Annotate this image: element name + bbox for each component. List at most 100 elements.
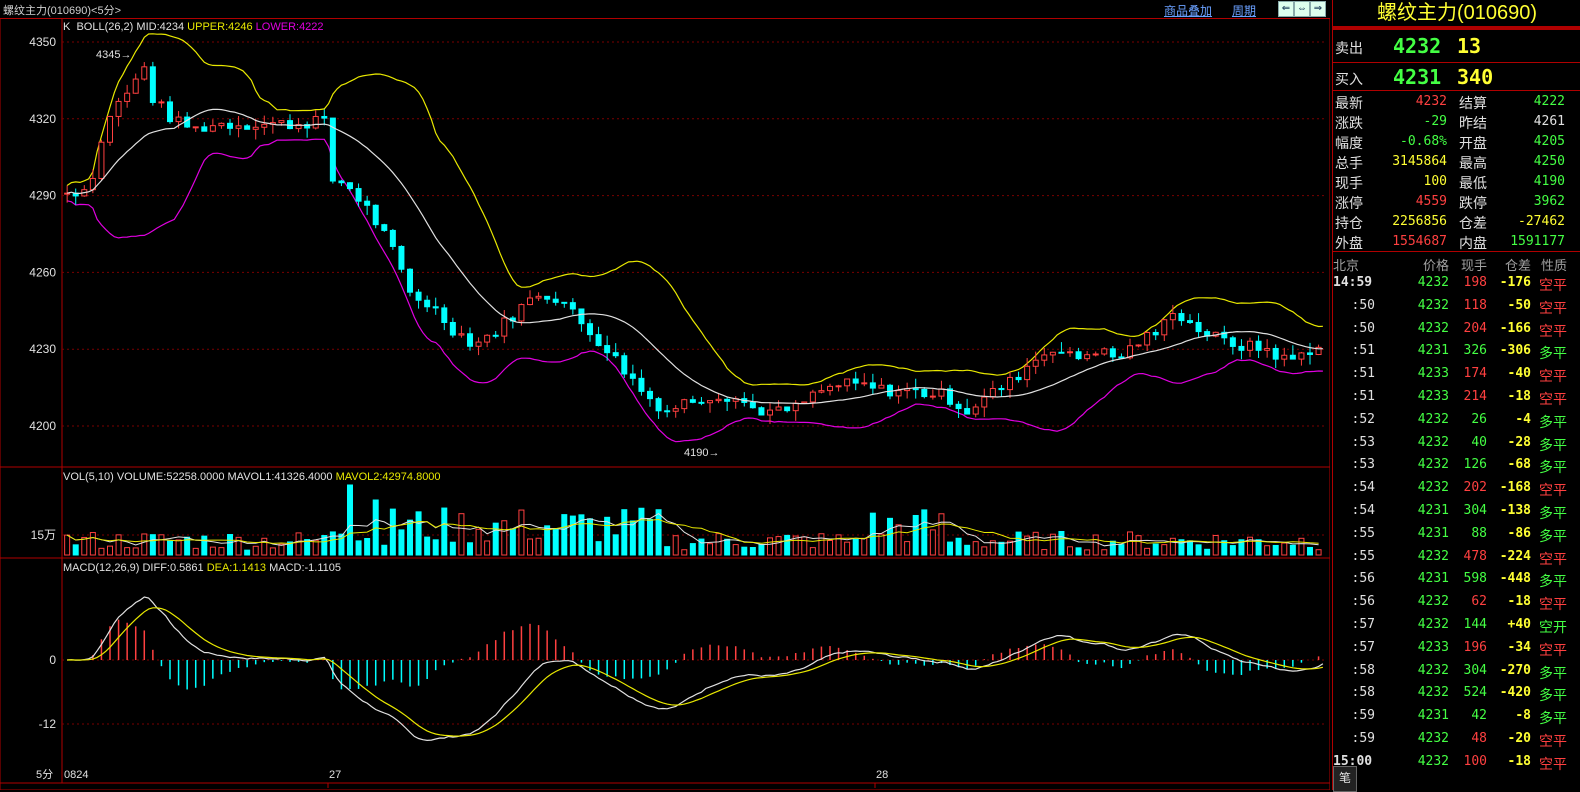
tick-price: 4232 xyxy=(1417,320,1449,336)
nav-right-icon[interactable]: ⇒ xyxy=(1310,1,1326,17)
volume-bar xyxy=(269,547,276,556)
candle-body xyxy=(1144,331,1151,346)
volume-bar xyxy=(89,532,96,556)
volume-bar xyxy=(681,549,688,556)
volume-bar xyxy=(904,541,911,556)
tick-qty: 48 xyxy=(1471,731,1487,746)
tick-delta: -166 xyxy=(1499,320,1531,336)
stat-label: 仓差 xyxy=(1459,215,1487,231)
tick-nature: 多平 xyxy=(1539,573,1567,590)
tick-time: 15:00 xyxy=(1333,753,1373,769)
tick-time: :56 xyxy=(1351,594,1375,610)
volume-bar xyxy=(784,534,791,556)
tick-nature: 多平 xyxy=(1539,687,1567,704)
candle-body xyxy=(1221,331,1228,339)
tick-qty: 174 xyxy=(1463,366,1487,382)
stat-row: 持仓 2256856 仓差 -27462 xyxy=(1333,212,1580,232)
candle-body xyxy=(1169,313,1176,321)
candle-body xyxy=(209,125,216,132)
volume-bar xyxy=(227,534,233,556)
volume-bar xyxy=(664,546,671,556)
volume-bar xyxy=(115,534,122,556)
volume-bar xyxy=(321,535,328,556)
candle-body xyxy=(1015,376,1022,381)
dea-line xyxy=(67,607,1324,737)
candle-body xyxy=(1058,351,1065,354)
price-tick: 4260 xyxy=(29,265,56,279)
period-link[interactable]: 周期 xyxy=(1232,4,1257,18)
volume-bar xyxy=(244,549,251,556)
tick-nature: 空平 xyxy=(1539,641,1567,658)
buy-qty: 340 xyxy=(1457,65,1494,89)
tick-nature: 空平 xyxy=(1539,755,1567,772)
candle-body xyxy=(938,388,945,397)
volume-bar xyxy=(1281,542,1288,556)
candle-body xyxy=(252,126,259,130)
candle-body xyxy=(784,406,791,412)
volume-bar xyxy=(475,528,482,556)
tick-time: :55 xyxy=(1351,525,1375,541)
chart-area[interactable]: 4350 4320 4290 4260 4230 4200 4345→ 4190→ 15万 0 -1… xyxy=(0,18,1330,790)
nav-left-icon[interactable]: ⇐ xyxy=(1278,1,1294,17)
volume-bar xyxy=(1015,531,1022,556)
overlay-link[interactable]: 商品叠加 xyxy=(1164,4,1213,18)
tick-qty: 524 xyxy=(1463,685,1487,701)
candle-body xyxy=(149,66,156,103)
boll-upper-line xyxy=(66,33,1323,386)
volume-bar xyxy=(647,518,653,556)
tick-price: 4232 xyxy=(1417,594,1449,610)
tick-delta: +40 xyxy=(1507,617,1531,632)
volume-bar xyxy=(698,538,705,556)
diff-line xyxy=(67,596,1324,742)
candle-body xyxy=(852,378,859,384)
nav-both-icon[interactable]: ⇔ xyxy=(1294,1,1310,17)
tick-row: :56 4231 598 -448 多平 xyxy=(1333,571,1580,594)
volume-bar xyxy=(741,546,748,556)
tick-delta: -18 xyxy=(1507,389,1531,404)
candle-body xyxy=(227,122,233,129)
stat-value: 4250 xyxy=(1533,154,1565,169)
stat-row: 现手 100 最低 4190 xyxy=(1333,172,1580,192)
candle-body xyxy=(955,403,962,410)
volume-bar xyxy=(1041,549,1048,556)
candle-body xyxy=(861,382,868,385)
tab-bi[interactable]: 笔 xyxy=(1333,766,1357,792)
volume-bar xyxy=(749,547,756,556)
window-title: 螺纹主力(010690)<5分> xyxy=(3,5,121,17)
candle-body xyxy=(424,299,431,308)
volume-bar xyxy=(1178,539,1185,556)
tick-price: 4232 xyxy=(1417,297,1449,313)
candle-body xyxy=(1007,376,1013,391)
candle-body xyxy=(578,308,585,325)
volume-bar xyxy=(1118,544,1125,556)
tick-row: :55 4232 478 -224 空平 xyxy=(1333,549,1580,572)
mavol2-line xyxy=(66,518,1319,545)
stat-label: 最低 xyxy=(1459,175,1487,191)
volume-bar xyxy=(347,484,353,556)
candle-body xyxy=(1101,348,1108,355)
candle-body xyxy=(672,408,679,412)
candle-body xyxy=(372,204,379,226)
candle-body xyxy=(467,333,473,347)
tick-time: :51 xyxy=(1351,343,1375,359)
boll-mid-line xyxy=(66,108,1323,405)
tick-row: :54 4232 202 -168 空平 xyxy=(1333,480,1580,503)
volume-bar xyxy=(389,508,396,556)
tick-qty: 326 xyxy=(1463,343,1487,359)
candle-body xyxy=(501,317,508,337)
volume-bar xyxy=(209,546,216,556)
tick-row: :57 4232 144 +40 空开 xyxy=(1333,617,1580,640)
tick-price: 4232 xyxy=(1417,411,1449,427)
price-tick: 4230 xyxy=(29,342,56,356)
volume-bar xyxy=(1067,546,1073,556)
tick-time: :57 xyxy=(1351,617,1375,632)
stat-label: 最新 xyxy=(1335,95,1363,111)
volume-bar xyxy=(441,507,448,556)
candle-body xyxy=(1049,351,1056,356)
candle-body xyxy=(1272,347,1279,360)
candle-body xyxy=(835,385,842,388)
stat-value: 4559 xyxy=(1415,194,1447,209)
candle-body xyxy=(535,295,542,299)
volume-bar xyxy=(818,533,825,556)
candle-body xyxy=(1298,352,1305,360)
